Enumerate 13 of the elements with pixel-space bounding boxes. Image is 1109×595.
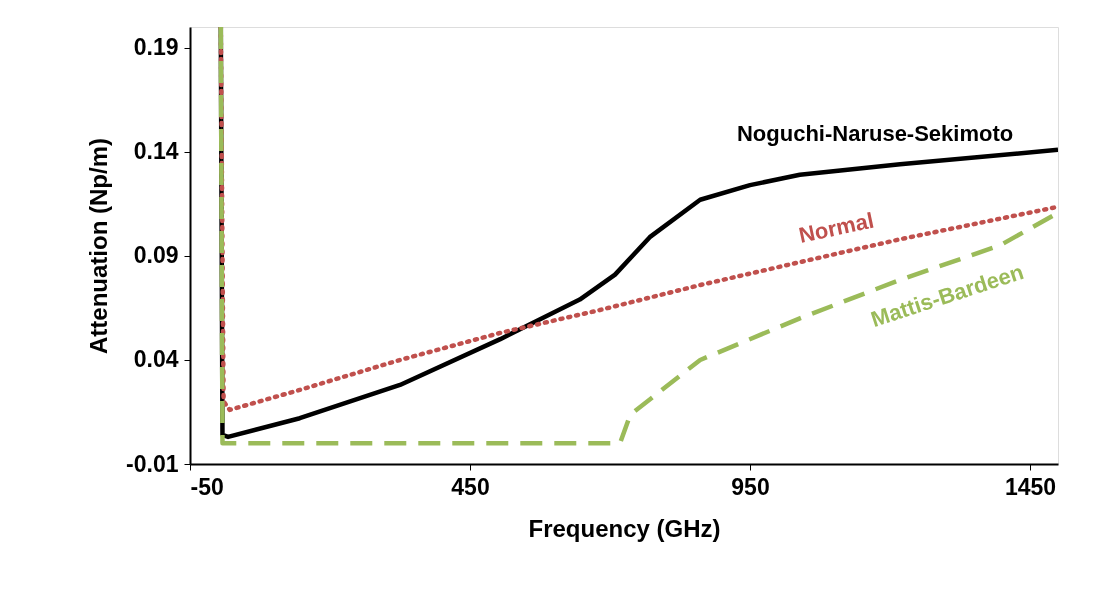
- y-tick-label: 0.04: [133, 346, 179, 373]
- y-tick-label: 0.09: [133, 242, 179, 269]
- x-tick-label: -50: [190, 473, 224, 500]
- y-tick-label: 0.19: [133, 34, 179, 61]
- y-axis-title: Attenuation (Np/m): [85, 138, 113, 354]
- text: Normal: [796, 207, 876, 248]
- x-tick-label: 1450: [1004, 473, 1057, 500]
- y-tick-label: -0.01: [126, 450, 179, 477]
- y-tick-label: 0.14: [133, 138, 179, 165]
- series-label: Noguchi-Naruse-Sekimoto: [736, 121, 1014, 147]
- x-axis-title: Frequency (GHz): [528, 514, 721, 542]
- x-tick-label: 950: [731, 473, 770, 500]
- x-tick-label: 450: [451, 473, 490, 500]
